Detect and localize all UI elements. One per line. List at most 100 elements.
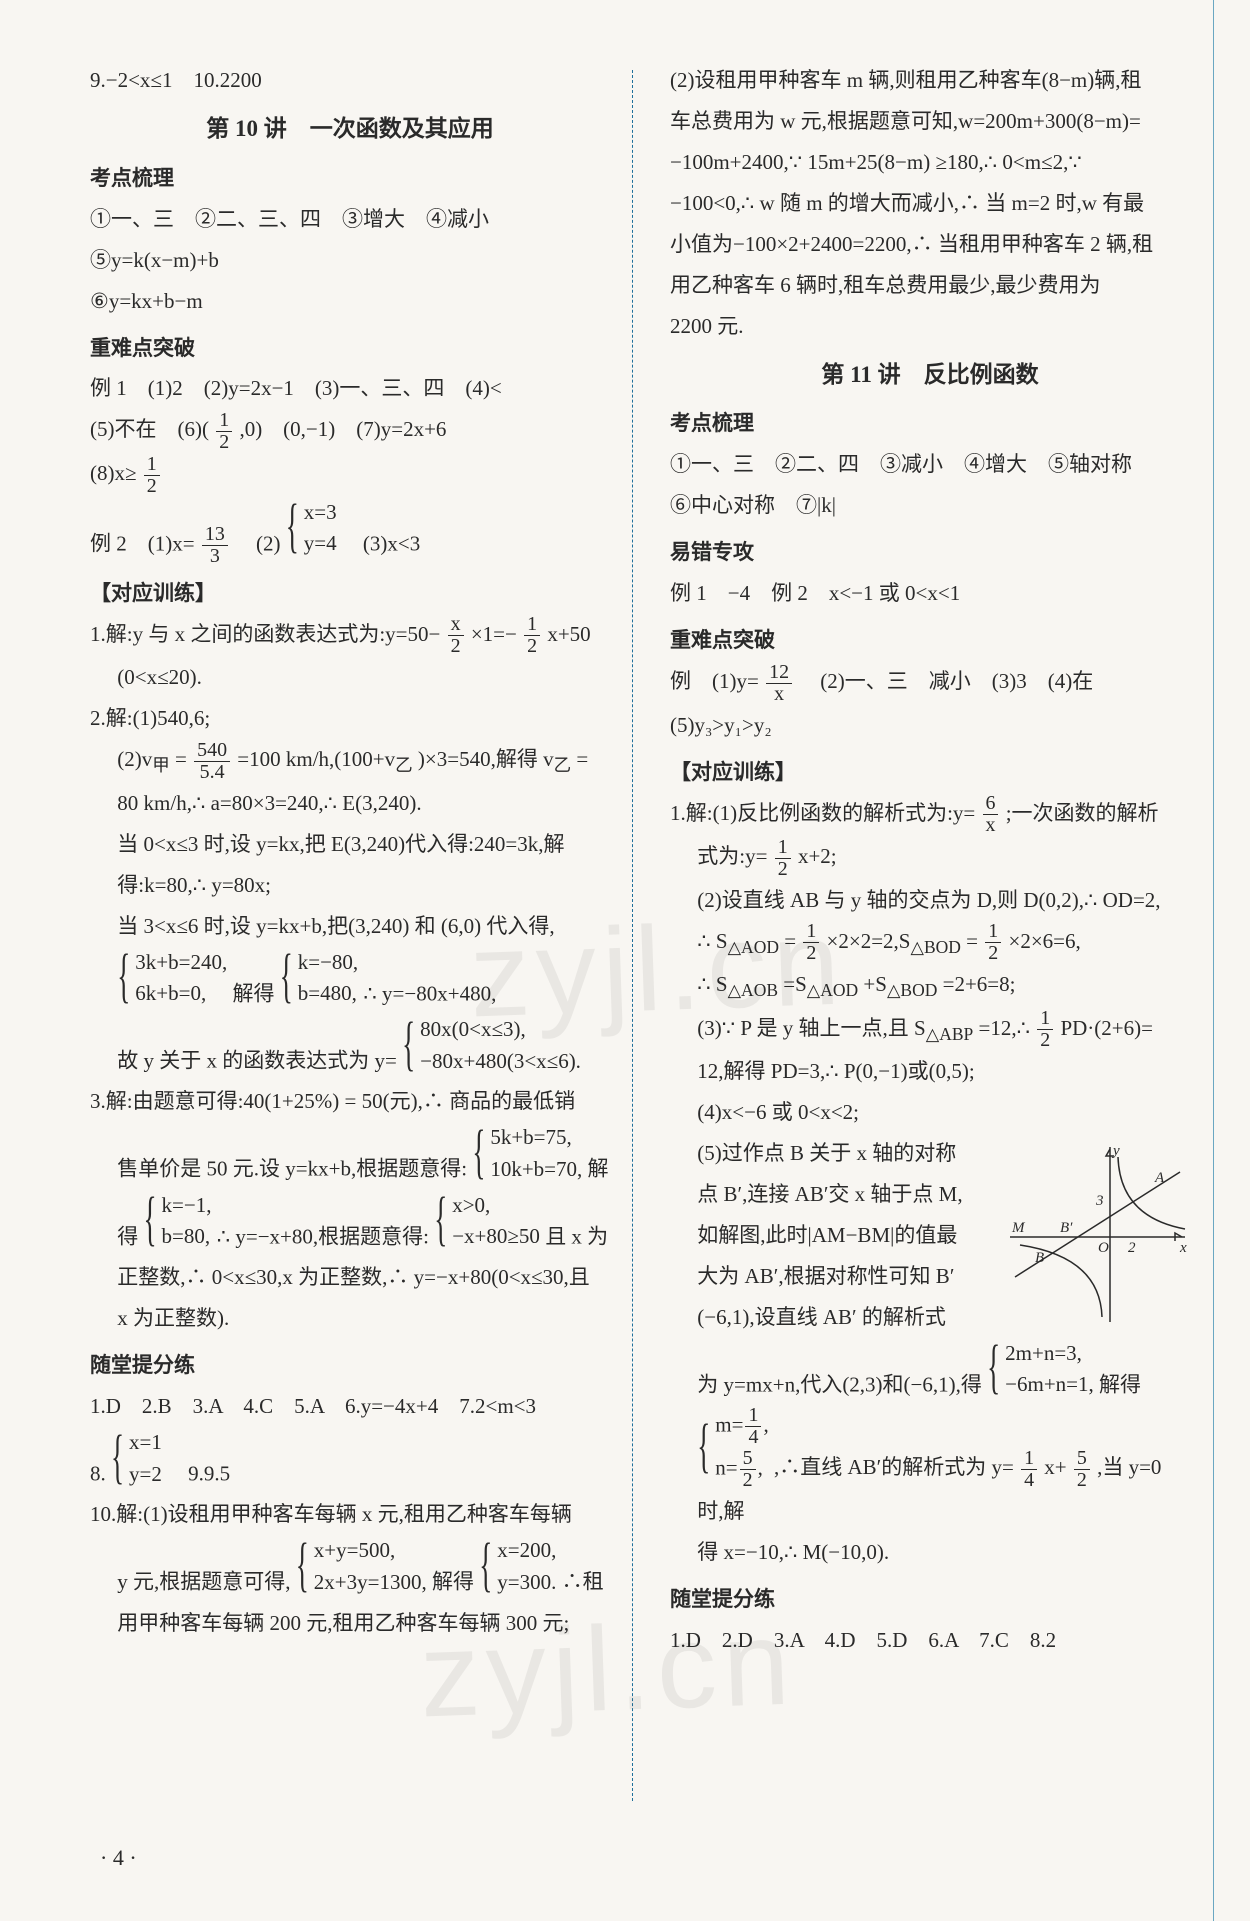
ex1-line2: (5)不在 (6)( 12 ,0) (0,−1) (7)y=2x+6 bbox=[90, 409, 610, 453]
rq1-l2-a: 式为:y= bbox=[697, 844, 767, 868]
rq1-sub2: △BOD bbox=[911, 937, 961, 957]
graph-M: M bbox=[1011, 1220, 1026, 1236]
q3-sysD: 5k+b=75, 10k+b=70, bbox=[472, 1122, 582, 1185]
heading-suitang: 随堂提分练 bbox=[90, 1345, 610, 1386]
q10-sysA-r2: 2x+3y=1300, bbox=[314, 1567, 427, 1599]
r-heading-stfl: 随堂提分练 bbox=[670, 1579, 1190, 1620]
r-kdsl-l1: ①一、三 ②二、四 ③减小 ④增大 ⑤轴对称 bbox=[670, 444, 1190, 485]
graph-A: A bbox=[1154, 1170, 1165, 1186]
rq1-l4-c: ×2×2=2,S bbox=[827, 929, 911, 953]
frac-5-2-b: 52 bbox=[1072, 1448, 1092, 1491]
rq1-l5: ∴ S△AOB =S△AOD +S△BOD =2+6=8; bbox=[670, 964, 1190, 1007]
q1-a: 1.解:y 与 x 之间的函数表达式为:y=50− bbox=[90, 622, 440, 646]
rq1-l2: 式为:y= 12 x+2; bbox=[670, 836, 1190, 880]
rq1-l1-a: 1.解:(1)反比例函数的解析式为:y= bbox=[670, 801, 975, 825]
q2-sysC-r1: 80x(0<x≤3), bbox=[420, 1014, 581, 1046]
q2-l3: 80 km/h,∴ a=80×3=240,∴ E(3,240). bbox=[90, 783, 610, 824]
r-heading-yczg: 易错专攻 bbox=[670, 532, 1190, 573]
stfl-sys-r2: y=2 bbox=[129, 1459, 162, 1491]
q3-sysE-r2: b=80, bbox=[162, 1221, 212, 1253]
page-number: · 4 · bbox=[100, 1845, 137, 1871]
q10-mid: 解得 bbox=[432, 1570, 474, 1594]
rq1-l3: (2)设直线 AB 与 y 轴的交点为 D,则 D(0,2),∴ OD=2, bbox=[670, 880, 1190, 921]
r-ex-l2: (5)y₃>y₁>y₂ bbox=[670, 705, 1190, 746]
q2-l7: 3k+b=240, 6k+b=0, 解得 k=−80, b=480, ∴ y=−… bbox=[90, 947, 610, 1014]
frac-half: 12 bbox=[214, 410, 234, 453]
q3-sysF: x>0, −x+80≥50 bbox=[434, 1190, 540, 1253]
q10-l2: y 元,根据题意可得, x+y=500, 2x+3y=1300, 解得 x=20… bbox=[90, 1535, 610, 1602]
rq1-sysH-r1: m=14, bbox=[715, 1405, 768, 1448]
q2-l2-b: = bbox=[175, 747, 187, 771]
q2-l2-e: = bbox=[576, 747, 588, 771]
ex1-l3-a: (8)x≥ bbox=[90, 461, 137, 485]
q2-l2: (2)v甲 = 5405.4 =100 km/h,(100+v乙 )×3=540… bbox=[90, 739, 610, 783]
page-right-rule bbox=[1213, 0, 1214, 1921]
rq1-l14: 为 y=mx+n,代入(2,3)和(−6,1),得 2m+n=3, −6m+n=… bbox=[670, 1338, 1190, 1405]
r-ex-l1-b: (2)一、三 减小 (3)3 (4)在 bbox=[799, 669, 1093, 693]
q3-l3-a: 得 bbox=[117, 1224, 138, 1248]
ex1-l2-a: (5)不在 (6)( bbox=[90, 417, 209, 441]
p2-l1: (2)设租用甲种客车 m 辆,则租用乙种客车(8−m)辆,租 bbox=[670, 60, 1190, 101]
rq1-l4-b: = bbox=[784, 929, 796, 953]
rq1-l15-b: x+ bbox=[1044, 1455, 1066, 1479]
q10-sysA-r1: x+y=500, bbox=[314, 1535, 427, 1567]
q2-l2-d: )×3=540,解得 v bbox=[418, 747, 554, 771]
graph-B: B bbox=[1035, 1250, 1044, 1266]
q2-mid: 解得 bbox=[232, 981, 274, 1005]
q1-d: (0<x≤20). bbox=[90, 657, 610, 698]
q10-l2-a: y 元,根据题意可得, bbox=[117, 1570, 290, 1594]
graph-O: O bbox=[1098, 1240, 1109, 1256]
q3-sysE: k=−1, b=80, bbox=[144, 1190, 212, 1253]
kdsl-line2: ⑥y=kx+b−m bbox=[90, 281, 610, 322]
q2-sysB-r1: k=−80, bbox=[298, 947, 358, 979]
rq1-l6-b: =12,∴ bbox=[979, 1016, 1030, 1040]
graph-2: 2 bbox=[1128, 1240, 1136, 1256]
q2-sub3: 乙 bbox=[554, 755, 572, 775]
heading-duiying: 【对应训练】 bbox=[90, 573, 610, 614]
frac-x2: x2 bbox=[446, 614, 466, 657]
right-column: (2)设租用甲种客车 m 辆,则租用乙种客车(8−m)辆,租 车总费用为 w 元… bbox=[640, 60, 1190, 1661]
q2-sysA: 3k+b=240, 6k+b=0, bbox=[117, 947, 227, 1010]
lecture-11-title: 第 11 讲 反比例函数 bbox=[670, 353, 1190, 398]
rq1-l6-a: (3)∵ P 是 y 轴上一点,且 S bbox=[697, 1016, 925, 1040]
rq1-l15: m=14, n=52, ,∴直线 AB′的解析式为 y= 14 x+ 52 ,当… bbox=[670, 1405, 1190, 1532]
rq1-l14-a: 为 y=mx+n,代入(2,3)和(−6,1),得 bbox=[697, 1372, 982, 1396]
frac-half-2: 12 bbox=[142, 454, 162, 497]
p2-l4: −100<0,∴ w 随 m 的增大而减小,∴ 当 m=2 时,w 有最 bbox=[670, 183, 1190, 224]
q2-sub2: 乙 bbox=[395, 755, 413, 775]
rq1-l4-a: ∴ S bbox=[697, 929, 727, 953]
q3-l5: x 为正整数). bbox=[90, 1298, 610, 1339]
r-kdsl-l2: ⑥中心对称 ⑦|k| bbox=[670, 485, 1190, 526]
q3-sysF-r1: x>0, bbox=[452, 1190, 540, 1222]
ex2-sys-r2: y=4 bbox=[304, 528, 337, 560]
rq1-l1-b: ;一次函数的解析 bbox=[1006, 801, 1159, 825]
frac-half-3: 12 bbox=[522, 614, 542, 657]
topline: 9.−2<x≤1 10.2200 bbox=[90, 60, 610, 101]
rq1-l4-d: = bbox=[966, 929, 978, 953]
q2-sysA-r1: 3k+b=240, bbox=[135, 947, 227, 979]
r-yczg-l1: 例 1 −4 例 2 x<−1 或 0<x<1 bbox=[670, 573, 1190, 614]
q1-b: ×1=− bbox=[471, 622, 517, 646]
heading-kaodian: 考点梳理 bbox=[90, 158, 610, 199]
p2-l3: −100m+2400,∵ 15m+25(8−m) ≥180,∴ 0<m≤2,∵ bbox=[670, 142, 1190, 183]
ex2-system: x=3 y=4 bbox=[286, 497, 337, 560]
frac-half-r2: 12 bbox=[801, 921, 821, 964]
q10-sysB-r2: y=300. bbox=[497, 1567, 556, 1599]
q2-l1: 2.解:(1)540,6; bbox=[90, 698, 610, 739]
rq1-l5-b: =S bbox=[783, 972, 807, 996]
ex1-l2-b: ,0) (0,−1) (7)y=2x+6 bbox=[239, 417, 446, 441]
frac-half-r: 12 bbox=[773, 837, 793, 880]
rq1-l5-a: ∴ S bbox=[697, 972, 727, 996]
q2-l6: 当 3<x≤6 时,设 y=kx+b,把(3,240) 和 (6,0) 代入得, bbox=[90, 906, 610, 947]
q3-l3-c: 且 x 为 bbox=[545, 1224, 608, 1248]
p2-l5: 小值为−100×2+2400=2200,∴ 当租用甲种客车 2 辆,租 bbox=[670, 224, 1190, 265]
q3-l2: 售单价是 50 元.设 y=kx+b,根据题意得: 5k+b=75, 10k+b… bbox=[90, 1122, 610, 1189]
r-stfl-l1: 1.D 2.D 3.A 4.D 5.D 6.A 7.C 8.2 bbox=[670, 1620, 1190, 1661]
rq1-l4: ∴ S△AOD = 12 ×2×2=2,S△BOD = 12 ×2×6=6, bbox=[670, 921, 1190, 965]
q2-l2-a: (2)v bbox=[117, 747, 152, 771]
q3-sysE-r1: k=−1, bbox=[162, 1190, 212, 1222]
rq1-sub1: △AOD bbox=[728, 937, 779, 957]
q2-sysC-r2: −80x+480(3<x≤6). bbox=[420, 1046, 581, 1078]
rq1-sysG-r2: −6m+n=1, bbox=[1005, 1369, 1094, 1401]
rq1-sysG: 2m+n=3, −6m+n=1, bbox=[987, 1338, 1094, 1401]
